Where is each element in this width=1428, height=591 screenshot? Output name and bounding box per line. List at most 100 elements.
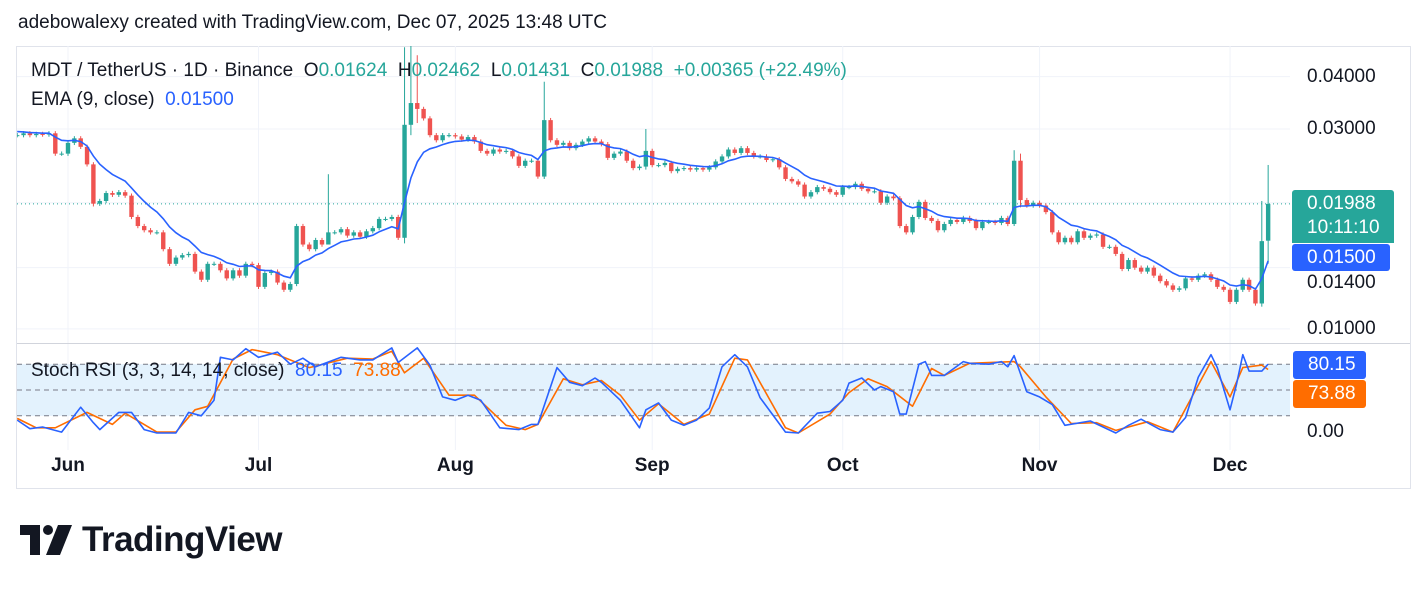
candle [923, 199, 928, 221]
candle-body [84, 146, 90, 165]
candle-body [580, 141, 585, 145]
stoch-d-tag-value: 73.88 [1308, 383, 1356, 404]
ema-legend[interactable]: EMA (9, close) 0.01500 [31, 89, 234, 111]
candle-body [78, 138, 83, 147]
candle-body [332, 232, 337, 234]
month-label: Dec [1212, 455, 1248, 476]
candle [834, 190, 839, 197]
price-tick-label: 0.01000 [1307, 317, 1376, 339]
pane-divider[interactable] [17, 343, 1410, 344]
candle-body [192, 253, 198, 272]
candle-body [91, 164, 96, 204]
candle [148, 228, 153, 235]
candle [211, 261, 217, 266]
candle-body [415, 103, 420, 109]
candle-body [1215, 279, 1220, 287]
candle-body [173, 257, 179, 264]
candle-body [497, 149, 502, 152]
candle-body [1011, 160, 1017, 224]
candle-body [1056, 232, 1061, 243]
symbol-title[interactable]: MDT / TetherUS · 1D · Binance [31, 60, 294, 81]
stoch-legend[interactable]: Stoch RSI (3, 3, 14, 14, close) 80.15 73… [31, 360, 401, 382]
candle [1246, 277, 1252, 292]
candle-body [567, 142, 572, 149]
candle-body [218, 263, 223, 271]
month-label: Aug [436, 455, 474, 476]
candle-body [764, 156, 769, 161]
candle [357, 230, 363, 239]
candle-body [237, 270, 242, 276]
candle-body [923, 201, 928, 218]
candle [97, 198, 102, 206]
candle-body [1227, 289, 1233, 302]
candle [243, 261, 248, 278]
candle-body [491, 149, 496, 154]
chart-credit: adebowalexy created with TradingView.com… [18, 12, 607, 33]
candle [1088, 233, 1093, 240]
candle-body [148, 230, 153, 233]
candle [1107, 244, 1112, 250]
candle [135, 214, 141, 229]
candle-body [738, 148, 744, 153]
candle-body [637, 166, 642, 169]
candle-body [1234, 289, 1239, 302]
candle [916, 199, 922, 220]
stoch-k-line [17, 347, 1269, 434]
candle-body [694, 168, 699, 170]
tradingview-logo-text: TradingView [82, 520, 283, 559]
candle [116, 190, 121, 197]
candle-body [345, 229, 350, 236]
change-value: +0.00365 (+22.49%) [673, 60, 847, 81]
stoch-d-value: 73.88 [353, 360, 401, 381]
candle [1037, 200, 1042, 208]
candle [643, 129, 649, 170]
candle [897, 196, 903, 229]
candle-body [440, 135, 445, 141]
price-pane[interactable] [17, 46, 1290, 343]
candle [332, 230, 337, 235]
candle-body [592, 138, 598, 142]
candle [745, 146, 750, 156]
ema-tag-value: 0.01500 [1307, 247, 1376, 268]
candle-body [249, 263, 255, 266]
candle-body [554, 140, 560, 145]
candle-body [1145, 267, 1150, 272]
candle [408, 46, 414, 136]
candle-body [154, 232, 160, 234]
candle [256, 262, 261, 290]
candle-body [796, 181, 801, 185]
candle [230, 268, 236, 281]
candle-body [1126, 260, 1131, 269]
candle-body [27, 133, 33, 136]
candle [402, 47, 407, 244]
candle-body [116, 192, 121, 195]
candle [1056, 230, 1061, 245]
tradingview-logo[interactable]: TradingView [20, 520, 283, 560]
candle [961, 215, 966, 225]
candle [110, 190, 115, 197]
candle-body [872, 191, 877, 193]
candle [1164, 279, 1169, 288]
stoch-k-value: 80.15 [295, 360, 343, 381]
candle-body [503, 150, 509, 152]
candle-body [942, 223, 947, 231]
candle [376, 216, 382, 231]
candle-body [669, 162, 674, 172]
candle-body [1107, 246, 1112, 248]
candle-body [510, 150, 515, 157]
month-label: Sep [634, 455, 670, 476]
stoch-rsi-pane[interactable] [17, 344, 1290, 450]
candle-body [256, 265, 261, 287]
candle [275, 269, 280, 285]
candle [1050, 209, 1055, 235]
candle-body [472, 137, 477, 142]
candle-body [40, 133, 45, 135]
candle-body [891, 196, 896, 199]
candle [548, 117, 553, 143]
candle-body [135, 216, 141, 227]
candle [173, 255, 179, 266]
candle-body [662, 162, 668, 166]
candle [561, 140, 566, 148]
candle [1265, 164, 1271, 264]
candle [611, 151, 617, 161]
